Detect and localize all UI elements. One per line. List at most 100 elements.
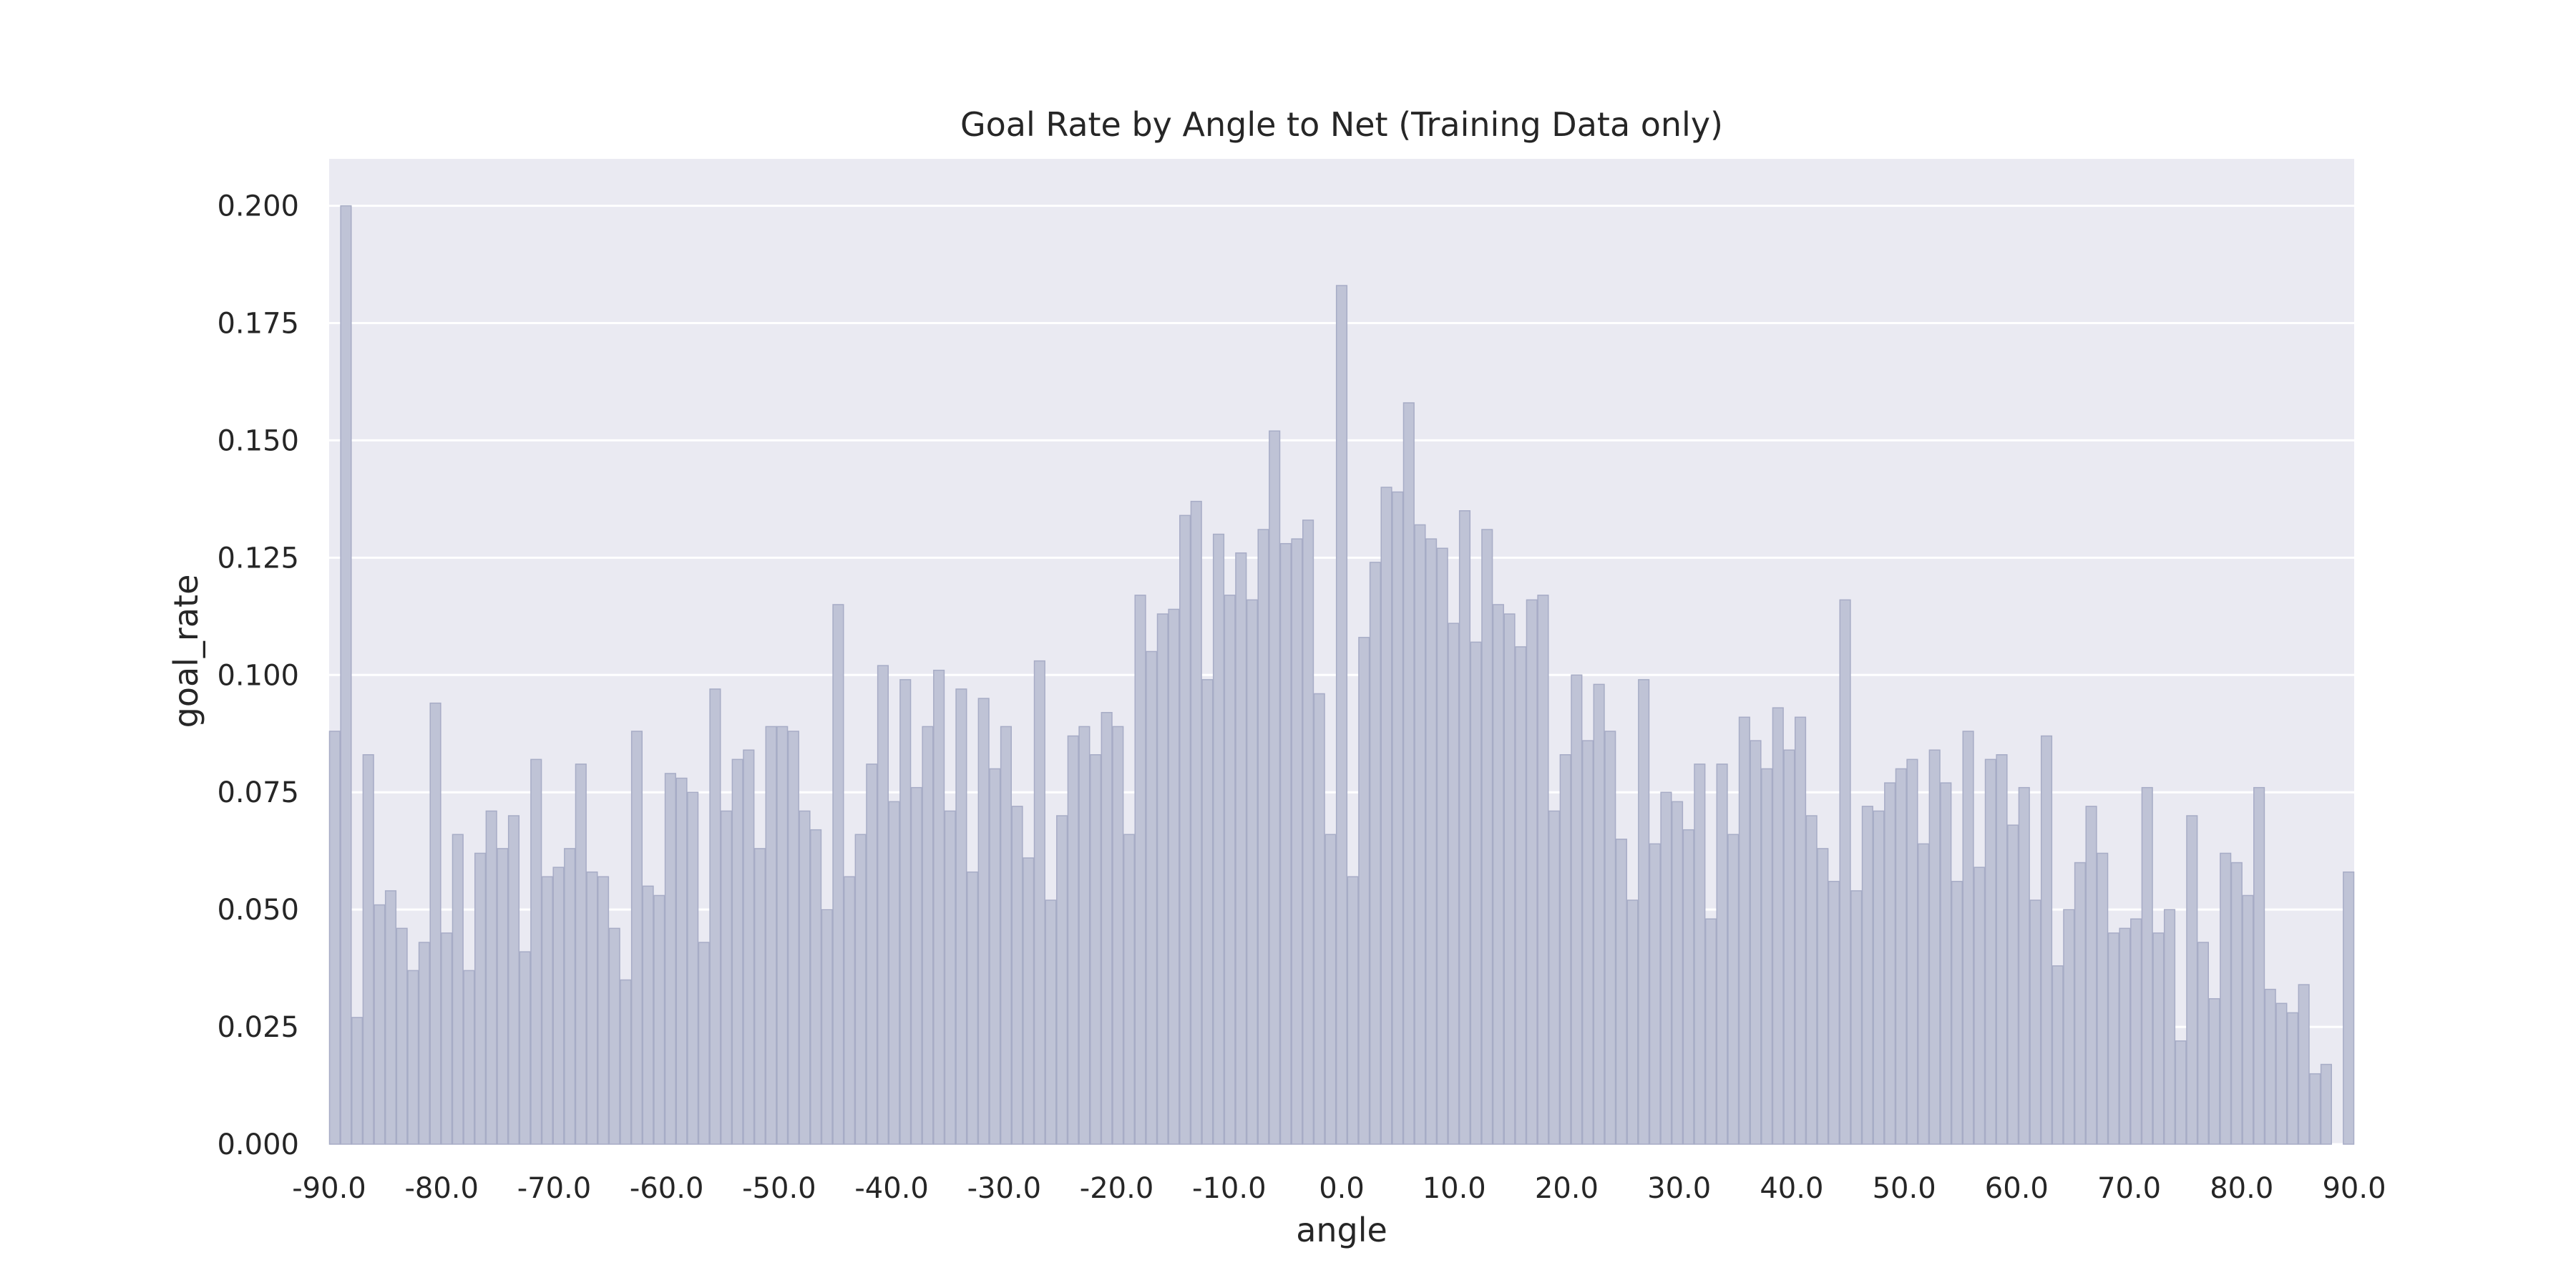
bar [407,970,419,1145]
bar [586,871,598,1145]
bar [374,904,386,1145]
bar [620,979,632,1145]
bar [810,829,822,1145]
bar [1067,735,1079,1145]
bar [743,749,755,1145]
bar [2040,735,2053,1145]
chart-title: Goal Rate by Angle to Net (Training Data… [960,105,1723,144]
bar [2242,894,2254,1145]
bar [1940,782,1952,1145]
bar [1805,815,1818,1145]
bar [1458,510,1471,1145]
bar [2343,871,2355,1145]
bar [1615,839,1627,1145]
bar [787,731,799,1145]
bar [1156,613,1169,1145]
bar [2074,862,2087,1145]
bar [2208,997,2220,1145]
bar [1146,650,1158,1145]
x-tick-label: 20.0 [1535,1172,1599,1205]
bar [1279,542,1292,1145]
x-tick-label: 30.0 [1647,1172,1711,1205]
bar [1402,402,1415,1145]
bar [1850,890,1863,1145]
bar [1515,646,1527,1145]
bar [1481,529,1493,1145]
y-tick-label: 0.025 [217,1011,299,1044]
bar [1033,660,1045,1145]
bar [463,970,475,1145]
bar [2253,786,2265,1145]
bar [2130,918,2142,1145]
bar [1571,674,1583,1145]
bar [933,669,945,1145]
bar [429,702,441,1145]
bar [597,876,610,1145]
bar [1470,641,1482,1145]
bar [653,894,665,1145]
x-tick-label: 80.0 [2210,1172,2273,1205]
x-tick-label: -80.0 [404,1172,479,1205]
bar [1873,810,1885,1145]
bar [765,726,777,1145]
y-tick-label: 0.175 [217,308,299,341]
x-axis-ticks: -90.0 -80.0 -70.0 -60.0 -50.0 -40.0 -30.0 -20.0… [292,1172,2386,1205]
bar [340,205,352,1145]
x-tick-label: -70.0 [517,1172,592,1205]
bar [1045,899,1057,1145]
y-tick-label: 0.000 [217,1128,299,1161]
bar [1727,834,1740,1145]
x-tick-label: 70.0 [2097,1172,2161,1205]
bar [832,604,844,1145]
bar [1056,815,1068,1145]
bar [1682,829,1694,1145]
bar [2007,824,2019,1145]
bar [2320,1063,2332,1145]
y-tick-label: 0.150 [217,424,299,457]
bar [564,848,576,1145]
bar [1369,562,1381,1145]
bar [497,848,509,1145]
bar [1078,726,1091,1145]
y-axis-label: goal_rate [167,575,205,728]
bar [1414,524,1426,1145]
bar [877,665,889,1145]
bar [1783,749,1795,1145]
bar [1839,599,1851,1145]
bar [1425,538,1438,1145]
bar [1526,599,1538,1145]
bar [2286,1012,2299,1145]
bar [2298,984,2310,1145]
bar [1581,740,1594,1145]
bar [843,876,856,1145]
bar [1884,782,1896,1145]
bar [2018,786,2030,1145]
bar [720,810,733,1145]
bar [1704,918,1717,1145]
bar [922,726,934,1145]
bar [1649,843,1661,1145]
bar [2309,1073,2321,1145]
bar [1974,867,1986,1145]
bar [1302,519,1314,1145]
bar [1716,763,1728,1145]
bar [1313,693,1325,1145]
bar [452,834,464,1145]
x-tick-label: -40.0 [854,1172,929,1205]
bar [1448,623,1460,1145]
bar [1817,848,1829,1145]
bar [2119,927,2131,1145]
bar [675,777,688,1145]
bar [799,810,811,1145]
bar [1257,529,1269,1145]
bar [1335,285,1348,1145]
bar [441,932,453,1145]
bar [1537,595,1549,1145]
bar [1224,595,1236,1145]
x-tick-label: -10.0 [1192,1172,1267,1205]
bar [1626,899,1639,1145]
bar [362,754,374,1145]
bar [1996,754,2008,1145]
bar [396,927,408,1145]
bar [910,786,922,1145]
